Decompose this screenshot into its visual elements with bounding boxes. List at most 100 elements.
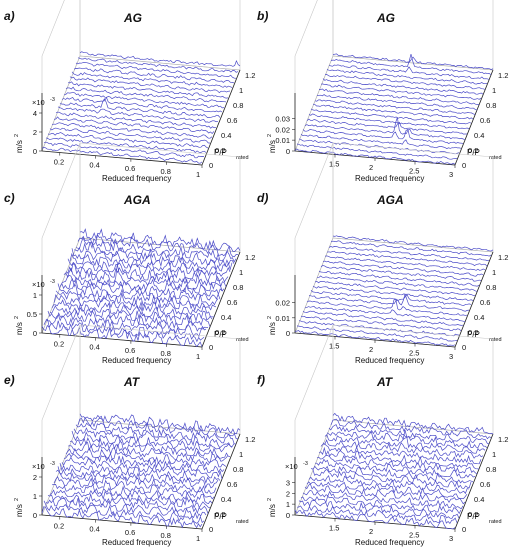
side-wall — [41, 142, 81, 334]
x-tick-label: 0.8 — [160, 167, 170, 176]
panel-title: AT — [123, 375, 141, 389]
trace-line — [308, 293, 470, 312]
depth-tick-label: 0.2 — [468, 510, 478, 519]
depth-tick-label: 0.2 — [215, 146, 225, 155]
x-tick-label: 1 — [196, 352, 200, 361]
trace-line — [314, 99, 476, 115]
trace-line — [61, 96, 223, 113]
depth-axis-line — [201, 69, 241, 166]
trace-line — [59, 463, 221, 484]
z-tick-label: 1 — [33, 492, 37, 501]
depth-axis-line — [201, 251, 241, 348]
x-tick-label: 0.4 — [89, 161, 99, 170]
trace-line — [51, 122, 213, 139]
x-tick-label: 2.5 — [409, 349, 419, 358]
depth-axis-line — [454, 251, 494, 348]
x-tick-label: 1 — [196, 170, 200, 179]
depth-axis-line — [201, 433, 241, 530]
back-wall — [332, 0, 494, 71]
trace-line — [53, 116, 215, 134]
side-wall — [41, 324, 81, 516]
trace-line — [77, 57, 239, 73]
z-tick-label: 4 — [33, 109, 37, 118]
depth-axis-label: P/P — [214, 512, 227, 521]
depth-tick-label: 0 — [209, 525, 213, 534]
trace-line — [63, 453, 225, 474]
z-unit-text: m/s — [15, 504, 24, 517]
depth-tick-label: 0 — [462, 525, 466, 534]
z-tick-label: 0 — [33, 147, 37, 156]
depth-tick-label: 1.2 — [245, 253, 255, 262]
depth-tick-label: 0.6 — [480, 480, 490, 489]
trace-line — [320, 265, 482, 282]
z-tick-label: 0 — [286, 511, 290, 520]
trace-line — [65, 262, 227, 288]
trace-line — [61, 274, 223, 297]
depth-axis-label-sub: rated — [489, 519, 502, 525]
trace-line — [49, 489, 211, 509]
trace-line — [57, 283, 219, 307]
floor-plane — [294, 55, 494, 166]
x-tick-label: 2.5 — [409, 167, 419, 176]
trace-line — [41, 506, 203, 529]
z-tick-label: 0 — [33, 511, 37, 520]
trace-line — [316, 275, 478, 292]
depth-axis-line — [454, 433, 494, 530]
trace-line — [304, 305, 466, 323]
depth-axis-label: P/P — [467, 148, 480, 157]
trace-line — [69, 437, 231, 459]
x-axis-label: Reduced frequency — [102, 174, 171, 183]
x-tick-label: 0.4 — [89, 343, 99, 352]
z-tick-label: 0.01 — [275, 136, 290, 145]
z-unit-text: m/s — [268, 140, 277, 153]
x-tick-label: 0.4 — [89, 525, 99, 534]
depth-tick-label: 0.6 — [227, 298, 237, 307]
x-axis-line — [41, 514, 203, 530]
panel-title: AGA — [376, 193, 404, 207]
z-unit-text: m/s — [268, 322, 277, 335]
trace-line — [296, 325, 458, 342]
z-tick-label: 1 — [286, 500, 290, 509]
z-unit-label: m/s 2 — [267, 134, 277, 153]
depth-tick-label: 1 — [492, 86, 496, 95]
trace-line — [326, 250, 488, 267]
x-tick-label: 0.8 — [160, 349, 170, 358]
trace-line — [312, 285, 474, 301]
depth-axis-label: P/P — [467, 330, 480, 339]
z-unit-label: m/s 2 — [14, 134, 24, 153]
z-tick-label: 2 — [33, 473, 37, 482]
depth-tick-label: 0.4 — [474, 495, 484, 504]
trace-line — [316, 94, 478, 111]
side-wall — [294, 0, 334, 152]
trace-line — [67, 258, 229, 283]
z-tick-label: 0.5 — [27, 310, 37, 319]
trace-line — [318, 446, 480, 470]
depth-tick-label: 0.2 — [468, 328, 478, 337]
depth-tick-label: 1 — [492, 268, 496, 277]
trace-line — [47, 492, 209, 515]
trace-line — [298, 138, 460, 155]
side-wall — [41, 0, 81, 152]
depth-axis-label-sub: rated — [236, 155, 249, 161]
panel-letter: d) — [257, 191, 268, 205]
trace-line — [71, 71, 233, 88]
trace-line — [71, 248, 233, 272]
z-unit-text: m/s — [15, 322, 24, 335]
trace-line — [61, 456, 223, 480]
x-tick-label: 3 — [449, 170, 453, 179]
trace-line — [296, 143, 457, 160]
x-tick-label: 1.5 — [329, 160, 339, 169]
depth-tick-label: 0.4 — [474, 131, 484, 140]
z-tick-label: 0.01 — [275, 314, 290, 323]
depth-tick-label: 0.6 — [227, 480, 237, 489]
x-tick-label: 2.5 — [409, 531, 419, 540]
z-tick-label: 0 — [286, 329, 290, 338]
depth-axis-label-sub: rated — [236, 337, 249, 343]
trace-line — [57, 106, 219, 123]
trace-line — [298, 500, 460, 519]
z-unit-sup: 2 — [14, 316, 20, 319]
x-tick-label: 0.2 — [54, 522, 64, 531]
z-tick-label: 0 — [33, 329, 37, 338]
